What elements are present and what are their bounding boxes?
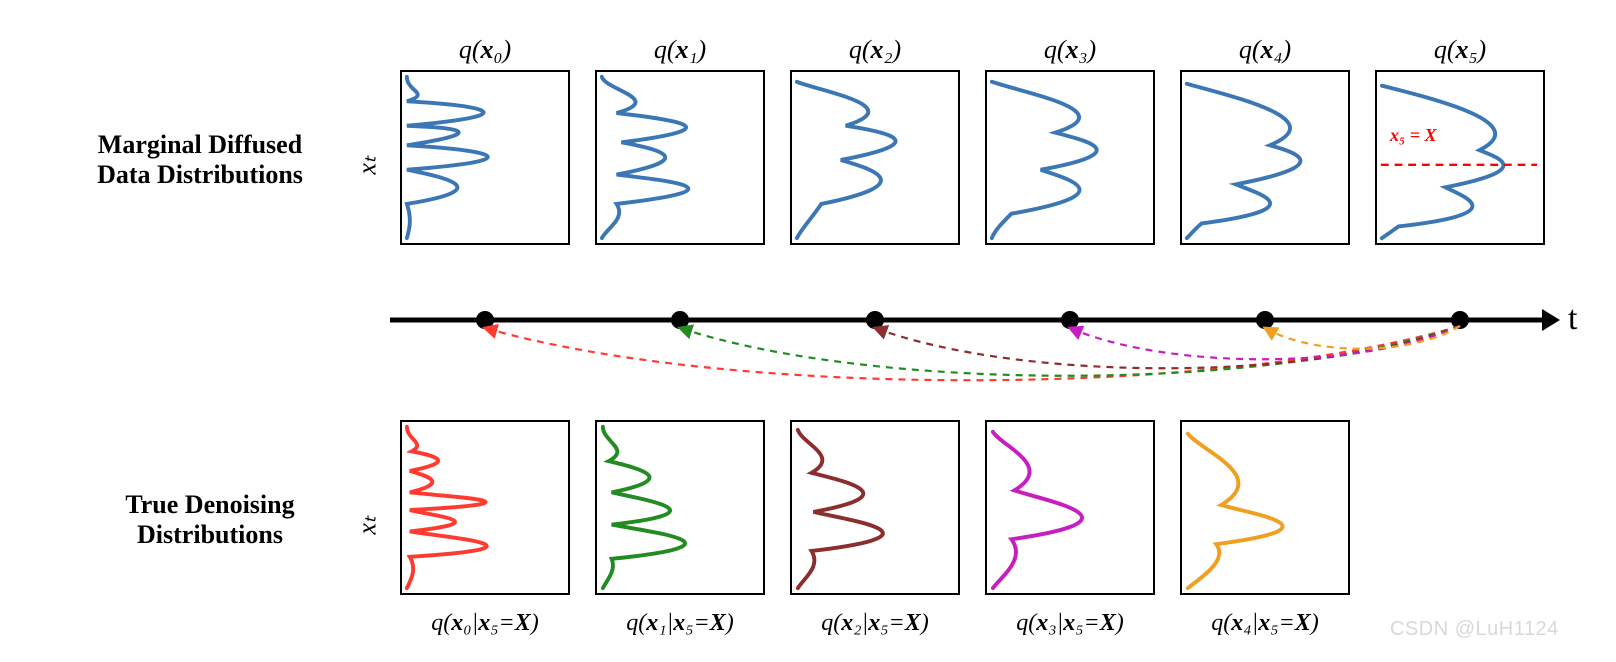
marginal-curve	[602, 77, 688, 238]
row1-panel-title: q(x₀)	[400, 35, 570, 65]
row2-panel	[790, 420, 960, 595]
reverse-arrow	[875, 326, 1460, 368]
watermark: CSDN @LuH1124	[1390, 618, 1559, 641]
marginal-curve	[1187, 84, 1301, 238]
row1-panel	[1375, 70, 1545, 245]
timeline-dot	[866, 311, 884, 329]
row1-panel	[595, 70, 765, 245]
row2-panel-title: q(x₄|x₅=X)	[1170, 610, 1360, 637]
denoising-curve	[1188, 434, 1283, 588]
denoising-curve	[603, 427, 685, 588]
row1-panel-title: q(x₂)	[790, 35, 960, 65]
row2-label: True DenoisingDistributions	[80, 490, 340, 550]
row2-panel-title: q(x₀|x₅=X)	[390, 610, 580, 637]
diffusion-figure: Marginal DiffusedData Distributions True…	[20, 20, 1596, 642]
marginal-curve	[1382, 86, 1504, 238]
marginal-curve	[797, 82, 896, 238]
row2-panel	[595, 420, 765, 595]
reverse-arrow	[1070, 326, 1460, 359]
y-axis-label-row1: xₜ	[353, 155, 383, 174]
row1-panel-title: q(x₁)	[595, 35, 765, 65]
row1-panel-title: q(x₃)	[985, 35, 1155, 65]
row2-panel	[1180, 420, 1350, 595]
x5-equals-X-annotation: x₅ = X	[1390, 125, 1437, 146]
row2-panel-title: q(x₃|x₅=X)	[975, 610, 1165, 637]
marginal-curve	[407, 77, 488, 238]
row2-panel-title: q(x₂|x₅=X)	[780, 610, 970, 637]
row1-panel	[790, 70, 960, 245]
timeline-dot	[476, 311, 494, 329]
denoising-curve	[798, 430, 883, 588]
timeline-dot	[1256, 311, 1274, 329]
row1-label-line1: Marginal DiffusedData Distributions	[97, 130, 303, 189]
reverse-arrow	[680, 326, 1460, 376]
time-axis-label: t	[1568, 300, 1577, 338]
timeline-dot	[1061, 311, 1079, 329]
row2-panel	[400, 420, 570, 595]
denoising-curve	[407, 427, 487, 588]
denoising-curve	[993, 432, 1082, 588]
timeline-dot	[1451, 311, 1469, 329]
row1-panel	[985, 70, 1155, 245]
row2-panel-title: q(x₁|x₅=X)	[585, 610, 775, 637]
reverse-arrow	[1265, 326, 1460, 349]
row1-panel-title: q(x₅)	[1375, 35, 1545, 65]
reverse-arrow	[485, 326, 1460, 380]
timeline-arrowhead	[1542, 309, 1560, 331]
timeline-dot	[671, 311, 689, 329]
row2-panel	[985, 420, 1155, 595]
row2-label-text: True DenoisingDistributions	[125, 490, 294, 549]
y-axis-label-row2: xₜ	[353, 515, 383, 534]
row1-panel-title: q(x₄)	[1180, 35, 1350, 65]
row1-panel	[1180, 70, 1350, 245]
marginal-curve	[992, 82, 1097, 238]
row1-panel	[400, 70, 570, 245]
row1-label: Marginal DiffusedData Distributions	[50, 130, 350, 190]
